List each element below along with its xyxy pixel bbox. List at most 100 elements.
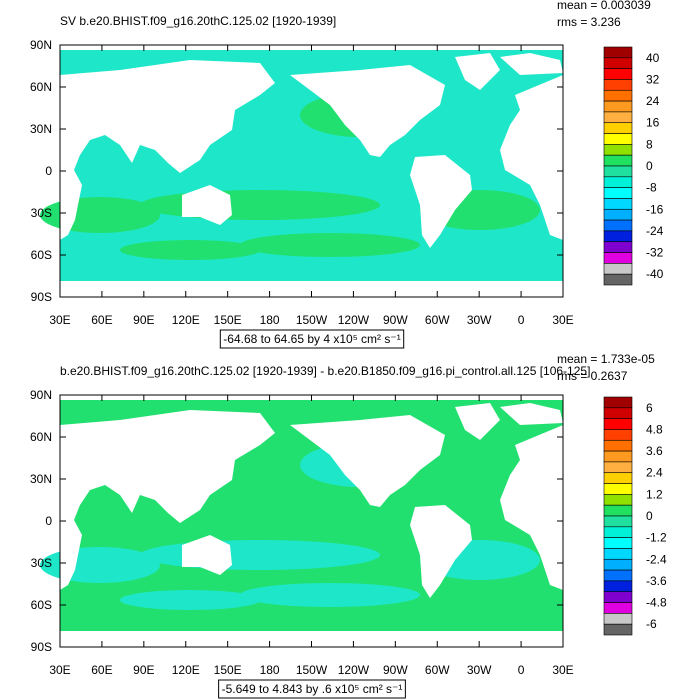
- colorbar-label: -1.2: [646, 531, 667, 545]
- stat: mean = 1.733e-05: [557, 352, 655, 366]
- lat-label: 90N: [30, 388, 52, 402]
- colorbar-box: [603, 79, 633, 91]
- colorbar-box: [603, 483, 633, 495]
- lat-label: 90S: [31, 290, 52, 304]
- colorbar-box: [603, 450, 633, 463]
- lon-label: 120W: [338, 663, 370, 677]
- colorbar-box: [603, 558, 633, 571]
- colorbar-label: -8: [646, 181, 657, 195]
- lon-label: 60E: [91, 313, 112, 327]
- colorbar-box: [603, 133, 633, 145]
- colorbar-box: [603, 472, 633, 484]
- panel-title: SV b.e20.BHIST.f09_g16.20thC.125.02 [192…: [60, 14, 336, 28]
- colorbar-label: -2.4: [646, 552, 667, 566]
- lon-label: 150E: [214, 313, 242, 327]
- field-patch: [40, 197, 160, 233]
- colorbar-box: [603, 526, 633, 538]
- colorbar-label: -16: [646, 202, 664, 216]
- colorbar-label: 24: [646, 94, 660, 108]
- lat-label: 90N: [30, 38, 52, 52]
- field-patch: [140, 540, 380, 570]
- colorbar-box: [603, 252, 633, 264]
- lat-label: 60N: [30, 430, 52, 444]
- lon-label: 150W: [296, 313, 328, 327]
- colorbar-box: [603, 154, 633, 167]
- colorbar-box: [603, 591, 633, 603]
- colorbar-box: [603, 613, 633, 625]
- colorbar-box: [603, 263, 633, 275]
- colorbar-label: 2.4: [646, 466, 663, 480]
- colorbar-box: [603, 46, 633, 59]
- lat-label: 60S: [31, 248, 52, 262]
- field-patch: [120, 590, 260, 610]
- lat-label: 0: [45, 164, 52, 178]
- lon-label: 180: [260, 313, 280, 327]
- range-box: [218, 679, 406, 699]
- colorbar-box: [603, 602, 633, 614]
- lon-label: 60E: [91, 663, 112, 677]
- colorbar-box: [603, 68, 633, 80]
- stat: rms = 3.236: [557, 15, 621, 29]
- lon-label: 30E: [49, 663, 70, 677]
- range-label: -5.649 to 4.843 by .6 x10⁵ cm² s⁻¹: [222, 682, 403, 696]
- colorbar-box: [603, 165, 633, 178]
- colorbar-box: [603, 176, 633, 188]
- colorbar-label: -32: [646, 246, 664, 260]
- colorbar-label: -3.6: [646, 574, 667, 588]
- lon-label: 30W: [467, 313, 492, 327]
- colorbar-box: [603, 418, 633, 430]
- colorbar-label: 32: [646, 72, 660, 86]
- lon-label: 30E: [49, 313, 70, 327]
- range-box: [219, 329, 405, 349]
- lat-label: 60N: [30, 80, 52, 94]
- colorbar-label: 4.8: [646, 422, 663, 436]
- colorbar-box: [603, 429, 633, 441]
- colorbar-box: [603, 198, 633, 210]
- colorbar-box: [603, 100, 633, 113]
- colorbar-box: [603, 504, 633, 517]
- colorbar-box: [603, 515, 633, 528]
- colorbar-label: 16: [646, 116, 660, 130]
- colorbar-label: 0: [646, 159, 653, 173]
- lon-label: 0: [518, 663, 525, 677]
- colorbar-box: [603, 57, 633, 69]
- colorbar-box: [603, 580, 633, 593]
- lon-label: 180: [260, 663, 280, 677]
- map: [40, 394, 564, 648]
- colorbar-label: 3.6: [646, 444, 663, 458]
- stat: rms = 0.2637: [557, 369, 628, 383]
- colorbar-box: [603, 407, 633, 419]
- field-patch: [120, 240, 260, 260]
- colorbar-label: 40: [646, 51, 660, 65]
- colorbar-box: [603, 230, 633, 243]
- lon-label: 150E: [214, 663, 242, 677]
- lat-label: 60S: [31, 598, 52, 612]
- colorbar-box: [603, 569, 633, 582]
- lon-label: 90E: [133, 313, 154, 327]
- map: [40, 44, 564, 298]
- lon-label: 90E: [133, 663, 154, 677]
- colorbar-box: [603, 89, 633, 102]
- colorbar-label: -24: [646, 224, 664, 238]
- panel-title: b.e20.BHIST.f09_g16.20thC.125.02 [1920-1…: [60, 364, 590, 378]
- lat-label: 30N: [30, 472, 52, 486]
- colorbar-box: [603, 461, 633, 474]
- lon-label: 60W: [425, 663, 450, 677]
- field-patch: [240, 583, 420, 607]
- colorbar-box: [603, 111, 633, 124]
- lon-label: 90W: [383, 313, 408, 327]
- colorbar-box: [603, 439, 633, 452]
- range-label: -64.68 to 64.65 by 4 x10⁵ cm² s⁻¹: [223, 332, 400, 346]
- colorbar-box: [603, 219, 633, 232]
- lon-label: 30E: [552, 313, 573, 327]
- colorbar-box: [603, 396, 633, 409]
- lon-label: 60W: [425, 313, 450, 327]
- colorbar-label: -4.8: [646, 596, 667, 610]
- lon-label: 0: [518, 313, 525, 327]
- lat-label: 90S: [31, 640, 52, 654]
- colorbar-box: [603, 537, 633, 549]
- colorbar-box: [603, 122, 633, 134]
- colorbar-label: -6: [646, 617, 657, 631]
- stat: mean = 0.003039: [557, 0, 651, 12]
